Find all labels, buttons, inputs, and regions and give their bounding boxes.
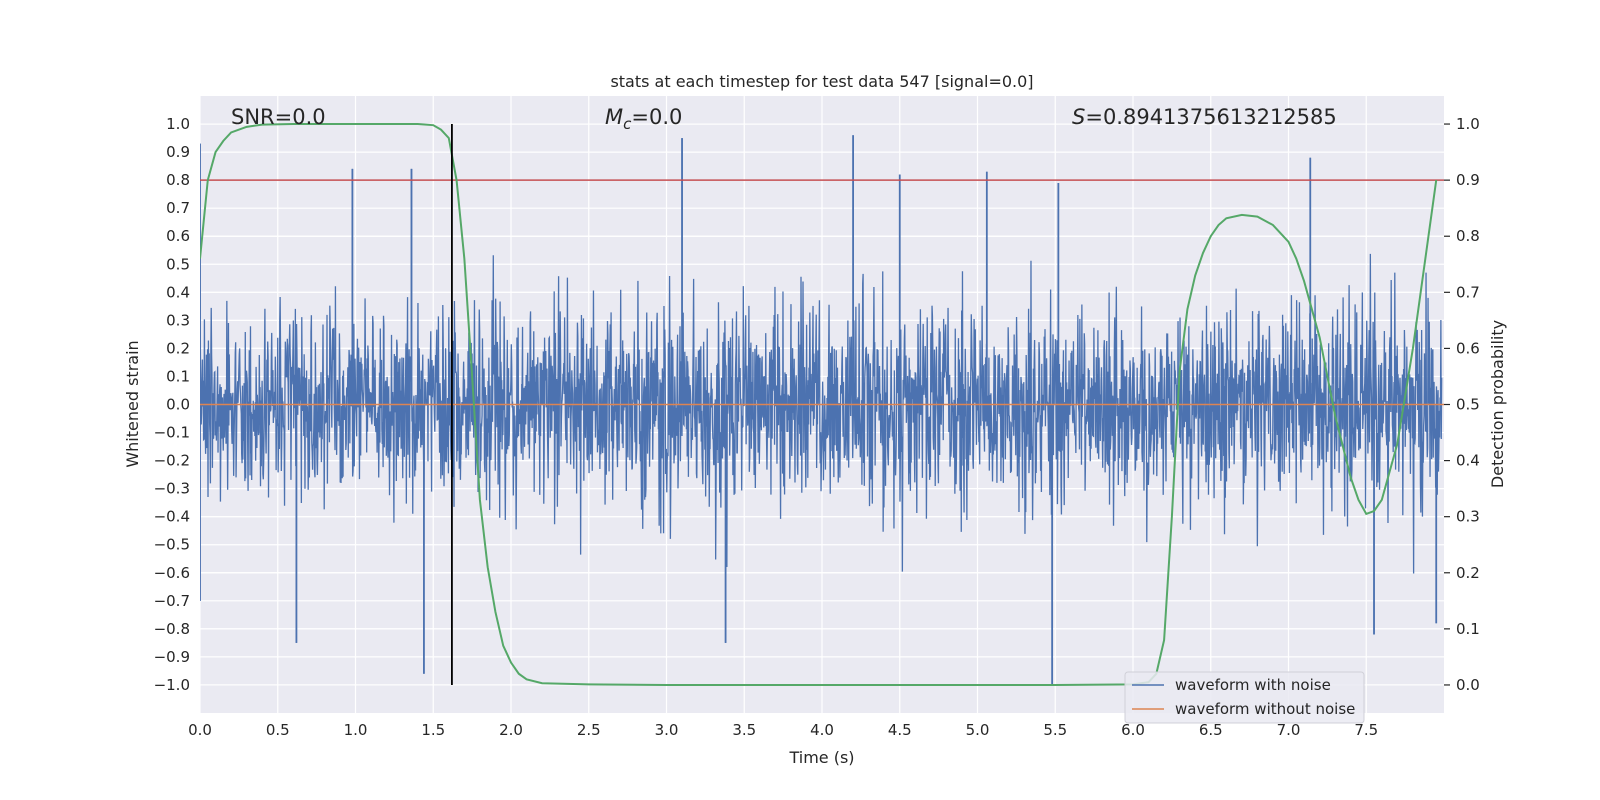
legend-label-waveform-without-noise: waveform without noise — [1175, 700, 1355, 718]
chirp-mass-symbol: M — [605, 105, 623, 129]
x-tick-label: 6.0 — [1121, 721, 1145, 739]
x-tick-label: 3.0 — [655, 721, 679, 739]
x-tick-label: 4.5 — [888, 721, 912, 739]
y2-tick-label: 0.0 — [1456, 676, 1480, 694]
y2-tick-label: 0.3 — [1456, 508, 1480, 526]
x-axis-title: Time (s) — [788, 748, 854, 767]
y-tick-label: −0.9 — [154, 648, 190, 666]
x-tick-label: 2.0 — [499, 721, 523, 739]
score-symbol: S — [1072, 105, 1085, 129]
x-tick-label: 6.5 — [1199, 721, 1223, 739]
y2-tick-label: 0.2 — [1456, 564, 1480, 582]
chirp-mass-value: =0.0 — [631, 105, 682, 129]
x-tick-label: 3.5 — [732, 721, 756, 739]
y2-tick-label: 0.7 — [1456, 283, 1480, 301]
snr-annotation: SNR=0.0 — [231, 105, 326, 129]
y-tick-label: −0.5 — [154, 536, 190, 554]
x-tick-label: 1.0 — [344, 721, 368, 739]
x-tick-label: 4.0 — [810, 721, 834, 739]
y-tick-label: −0.8 — [154, 620, 190, 638]
y-tick-label: 0.9 — [166, 143, 190, 161]
y-tick-label: 1.0 — [166, 115, 190, 133]
y-tick-label: −0.6 — [154, 564, 190, 582]
y2-tick-label: 0.9 — [1456, 171, 1480, 189]
y-tick-label: 0.5 — [166, 255, 190, 273]
y2-tick-label: 0.6 — [1456, 339, 1480, 357]
legend-label-waveform-with-noise: waveform with noise — [1175, 676, 1331, 694]
y-tick-label: 0.1 — [166, 367, 190, 385]
y-tick-label: −1.0 — [154, 676, 190, 694]
y2-tick-label: 0.5 — [1456, 396, 1480, 414]
y-tick-label: −0.1 — [154, 424, 190, 442]
y-tick-label: 0.7 — [166, 199, 190, 217]
x-tick-label: 0.5 — [266, 721, 290, 739]
x-tick-label: 5.0 — [966, 721, 990, 739]
x-tick-label: 7.0 — [1277, 721, 1301, 739]
chart-title: stats at each timestep for test data 547… — [610, 72, 1033, 91]
x-tick-label: 5.5 — [1043, 721, 1067, 739]
y-axis-ticks: 1.0 0.9 0.8 0.7 0.6 0.5 0.4 0.3 0.2 0.1 0.0 −0.1 −0.… — [154, 115, 190, 694]
x-tick-label: 7.5 — [1354, 721, 1378, 739]
y2-tick-label: 1.0 — [1456, 115, 1480, 133]
x-tick-label: 1.5 — [421, 721, 445, 739]
legend-box — [1124, 671, 1365, 724]
x-tick-label: 0.0 — [188, 721, 212, 739]
x-axis-ticks: 0.0 0.5 1.0 1.5 2.0 2.5 3.0 3.5 4.0 4.5 5.0 5.5 6.0 6… — [188, 721, 1378, 739]
chirp-mass-annotation: Mc=0.0 — [605, 105, 682, 133]
y-tick-label: 0.2 — [166, 339, 190, 357]
y-tick-label: 0.4 — [166, 283, 190, 301]
score-value: =0.8941375613212585 — [1085, 105, 1336, 129]
x-tick-label: 2.5 — [577, 721, 601, 739]
y2-axis-title: Detection probability — [1488, 320, 1507, 488]
y-tick-label: 0.3 — [166, 311, 190, 329]
y-tick-label: 0.0 — [166, 396, 190, 414]
y-tick-label: −0.7 — [154, 592, 190, 610]
y2-tick-label: 0.8 — [1456, 227, 1480, 245]
y2-tick-label: 0.4 — [1456, 452, 1480, 470]
y-tick-label: 0.8 — [166, 171, 190, 189]
plot-marks — [200, 123, 1444, 686]
series-detection-probability — [200, 123, 1438, 686]
y-axis-title: Whitened strain — [123, 340, 142, 467]
chirp-mass-subscript: c — [623, 115, 632, 133]
y-tick-label: 0.6 — [166, 227, 190, 245]
legend: waveform with noise waveform without noi… — [1124, 671, 1365, 724]
score-annotation: S=0.8941375613212585 — [1072, 105, 1337, 129]
y-tick-label: −0.3 — [154, 480, 190, 498]
y-tick-label: −0.2 — [154, 452, 190, 470]
y2-axis-ticks: 1.0 0.9 0.8 0.7 0.6 0.5 0.4 0.3 0.2 0.1 0.0 — [1444, 115, 1480, 694]
y-tick-label: −0.4 — [154, 508, 190, 526]
y2-tick-label: 0.1 — [1456, 620, 1480, 638]
